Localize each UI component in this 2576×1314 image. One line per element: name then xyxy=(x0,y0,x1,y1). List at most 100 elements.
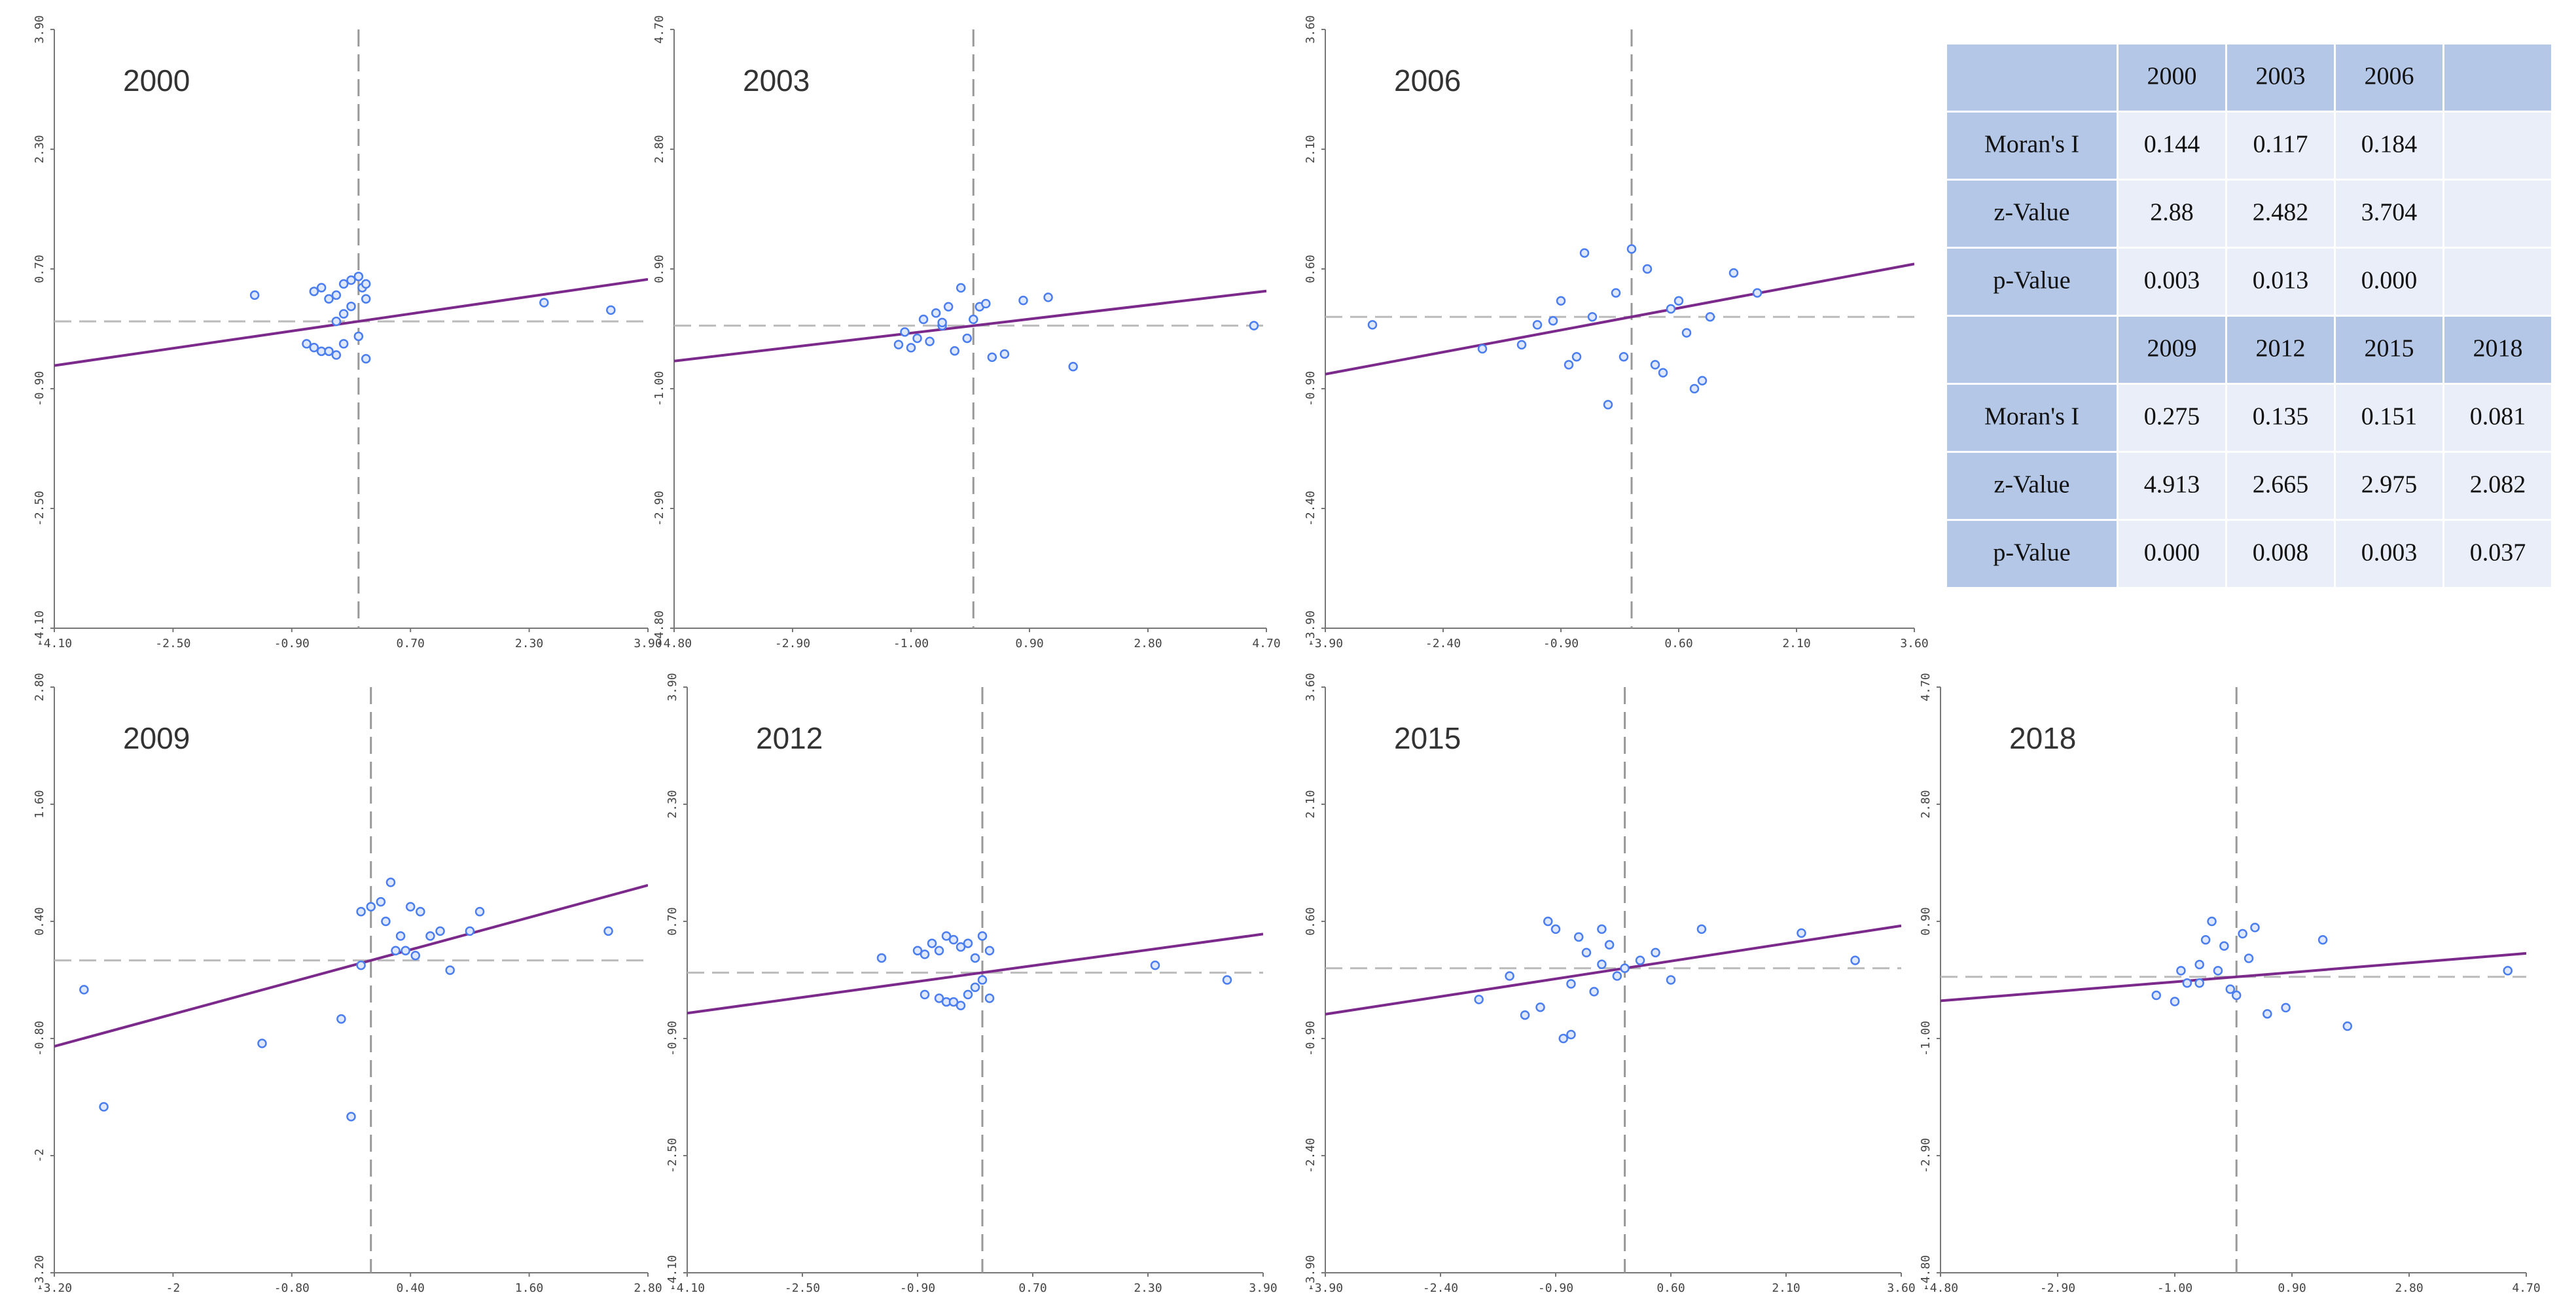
x-tick-label: 2.10 xyxy=(1782,637,1810,650)
y-tick-label: 3.60 xyxy=(1304,15,1317,43)
y-tick-label: -3.20 xyxy=(33,1255,46,1290)
cell-text: 0.008 xyxy=(2253,539,2309,567)
cell xyxy=(2444,453,2551,519)
point xyxy=(1612,971,1622,981)
point xyxy=(1018,295,1028,306)
x-tick-label: 0.90 xyxy=(2278,1281,2306,1295)
header-cell xyxy=(2336,317,2442,383)
chart: -4.10 -2.50 -0.90 0.70 2.30 3.90 -4.10 -2.50 -0.… xyxy=(666,673,1278,1295)
point xyxy=(987,352,997,363)
point xyxy=(1548,316,1558,326)
point xyxy=(2503,966,2513,976)
y-tick-label: -2.50 xyxy=(666,1138,679,1173)
point xyxy=(1367,320,1378,330)
cell xyxy=(2227,249,2334,315)
point xyxy=(353,272,364,281)
point xyxy=(1520,1010,1530,1020)
trend-line xyxy=(54,883,648,1048)
point xyxy=(912,946,923,955)
point xyxy=(1635,955,1645,965)
point xyxy=(2213,966,2223,976)
header-cell xyxy=(2227,317,2334,383)
cell-text: 0.135 xyxy=(2253,403,2309,431)
point xyxy=(934,946,944,955)
cell-text: 0.000 xyxy=(2361,267,2418,294)
point xyxy=(2317,935,2328,945)
row-header-cell xyxy=(1947,385,2117,451)
point xyxy=(1797,928,1806,938)
cell xyxy=(2444,385,2551,451)
point xyxy=(2231,990,2242,1001)
y-tick-label: -0.80 xyxy=(33,1021,46,1056)
row-header-cell xyxy=(1947,249,2117,315)
trend-line xyxy=(1325,262,1914,376)
x-tick-label: -2.40 xyxy=(1423,1281,1458,1295)
header-cell xyxy=(2336,44,2442,111)
point xyxy=(931,308,941,318)
x-tick-label: -2.40 xyxy=(1425,637,1461,650)
cell xyxy=(2119,181,2225,247)
header-cell xyxy=(2444,44,2551,111)
point xyxy=(2225,984,2236,994)
y-tick-label: 0.90 xyxy=(1919,907,1933,935)
chart-title: 2018 xyxy=(2009,721,2076,755)
point xyxy=(906,343,916,353)
chart: -4.10 -2.50 -0.90 0.70 2.30 3.90 -4.10 -2.50 -0.… xyxy=(33,15,662,650)
point xyxy=(937,317,947,328)
x-tick-label: -2.90 xyxy=(2040,1281,2075,1295)
point xyxy=(1222,975,1232,985)
chart-title: 2000 xyxy=(123,63,190,98)
point xyxy=(941,931,952,941)
x-tick-label: 4.70 xyxy=(2512,1281,2540,1295)
x-tick-label: -0.90 xyxy=(1538,1281,1573,1295)
point xyxy=(948,997,959,1007)
y-tick-label: 1.60 xyxy=(33,790,46,818)
point xyxy=(918,314,929,325)
y-tick-label: 2.10 xyxy=(1304,790,1317,818)
x-tick-label: 4.70 xyxy=(1252,637,1280,650)
point xyxy=(1604,940,1615,950)
y-tick-label: 2.80 xyxy=(33,673,46,701)
y-tick-label: 2.30 xyxy=(666,790,679,818)
point xyxy=(963,989,973,1000)
x-tick-label: 3.60 xyxy=(1900,637,1928,650)
point xyxy=(1477,344,1488,354)
y-tick-label: -4.10 xyxy=(33,611,46,646)
point xyxy=(1673,296,1684,306)
point xyxy=(361,279,371,289)
point xyxy=(1550,924,1561,934)
header-text: 2003 xyxy=(2256,63,2306,90)
x-tick-label: 3.90 xyxy=(634,637,662,650)
header-cell xyxy=(2119,317,2225,383)
point xyxy=(1249,321,1259,330)
cell xyxy=(2119,385,2225,451)
y-tick-label: -1.00 xyxy=(653,371,666,406)
point xyxy=(1556,296,1566,306)
point xyxy=(309,287,319,296)
point xyxy=(2170,997,2180,1006)
y-tick-label: 2.10 xyxy=(1304,135,1317,163)
point xyxy=(2182,978,2192,988)
header-cell xyxy=(2444,317,2551,383)
point xyxy=(1566,979,1576,989)
point xyxy=(1689,383,1700,394)
point xyxy=(435,926,445,936)
cell-text: 2.082 xyxy=(2470,471,2526,499)
point xyxy=(465,926,475,936)
x-tick-label: 2.80 xyxy=(634,1281,662,1295)
chart-title: 2003 xyxy=(743,63,810,98)
point xyxy=(2342,1021,2353,1031)
chart: -4.80 -2.90 -1.00 0.90 2.80 4.70 -4.80 -2.90 -1.… xyxy=(653,15,1281,650)
point xyxy=(1658,368,1668,378)
point xyxy=(984,993,995,1003)
header-cell xyxy=(1947,317,2117,383)
point xyxy=(970,982,980,992)
cell xyxy=(2119,249,2225,315)
y-tick-label: -3.90 xyxy=(1304,1255,1317,1290)
y-tick-label: -4.10 xyxy=(666,1255,679,1290)
x-tick-label: 2.80 xyxy=(1134,637,1162,650)
header-cell xyxy=(1947,44,2117,111)
point xyxy=(338,339,349,349)
y-tick-label: -2.50 xyxy=(33,491,46,526)
point xyxy=(381,916,391,927)
